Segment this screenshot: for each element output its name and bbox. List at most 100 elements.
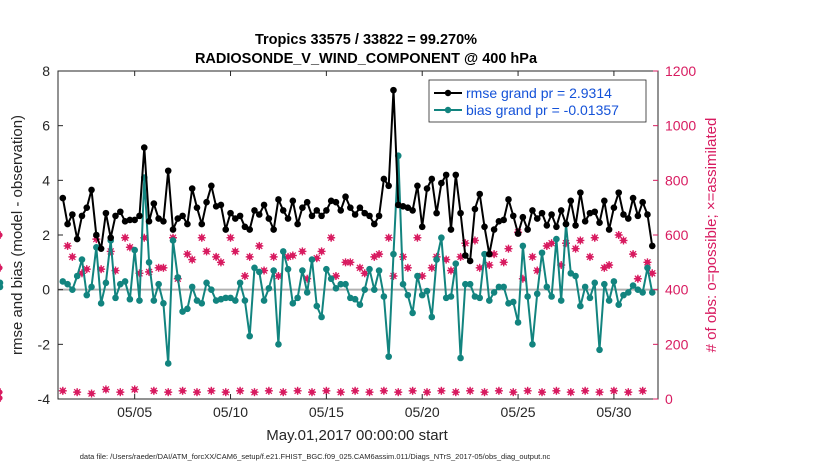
rmse-point [366, 212, 373, 220]
obs-marker-stroke [188, 256, 196, 264]
bias-point [155, 280, 162, 288]
obs-marker-stroke [591, 234, 599, 242]
data-file-footnote: data file: /Users/raeder/DAI/ATM_forcXX/… [80, 452, 551, 461]
rmse-point [284, 215, 292, 222]
bias-point [380, 293, 388, 300]
bias-point [361, 286, 369, 293]
legend-rmse-marker [444, 89, 452, 97]
rmse-point [93, 231, 100, 239]
legend: rmse grand pr = 2.9314 bias grand pr = -… [428, 79, 647, 123]
obs-count-point [566, 388, 575, 397]
obs-marker-stroke [255, 242, 263, 250]
obs-marker-stroke [121, 234, 129, 242]
obs-marker-stroke [318, 247, 326, 255]
obs-count-point [576, 236, 585, 245]
chart-title-line2: RADIOSONDE_V_WIND_COMPONENT @ 400 hPa [195, 51, 538, 67]
bias-point [509, 298, 517, 306]
bias-point [586, 294, 594, 302]
bias-point [634, 286, 642, 293]
bias-point [260, 297, 268, 304]
obs-marker-stroke [610, 387, 618, 395]
obs-marker-stroke [370, 253, 378, 261]
obs-count-point [394, 388, 403, 397]
obs-count-point [494, 386, 503, 395]
bias-point [495, 283, 503, 291]
obs-count-point [446, 266, 455, 275]
legend-rmse-label: rmse grand pr = 2.9314 [466, 85, 612, 101]
obs-marker-stroke [605, 261, 613, 269]
bias-point [246, 332, 253, 340]
bias-point [323, 265, 330, 273]
rmse-point [255, 211, 263, 218]
bias-point [605, 297, 613, 304]
obs-marker-stroke [279, 388, 287, 396]
bias-point [567, 269, 575, 277]
plot-area [58, 71, 658, 399]
bias-point [265, 285, 273, 292]
obs-marker-stroke [193, 388, 201, 396]
rmse-point [481, 223, 488, 231]
rmse-point [64, 220, 71, 228]
obs-count-point [638, 386, 647, 395]
obs-count-point [216, 258, 225, 267]
bias-point [318, 313, 325, 321]
bias-point [169, 237, 177, 244]
obs-count-point [255, 241, 264, 250]
obs-marker-stroke [241, 272, 249, 280]
obs-count-point [485, 261, 494, 270]
obs-count-point [101, 385, 110, 394]
rmse-point [294, 220, 301, 228]
obs-count-point [355, 263, 364, 272]
x-axis-label: May.01,2017 00:00:00 start [266, 427, 448, 444]
rmse-point [208, 182, 215, 190]
obs-marker-stroke [538, 388, 546, 396]
obs-count-point [461, 239, 470, 248]
y-axis-label-right: # of obs: o=possible; ×=assimilated [703, 118, 720, 353]
rmse-point [620, 211, 627, 218]
rmse-point [409, 207, 416, 214]
bias-point [629, 282, 637, 289]
obs-count-point [269, 252, 278, 261]
obs-marker-stroke [524, 387, 532, 395]
obs-count-point [250, 388, 259, 397]
obs-count-point [298, 247, 307, 256]
obs-marker-stroke [615, 231, 623, 239]
rmse-point [246, 226, 253, 233]
bias-point [375, 267, 383, 274]
rmse-point [318, 212, 325, 220]
rmse-point [299, 204, 306, 211]
legend-box [428, 79, 647, 123]
bias-point [227, 294, 234, 302]
obs-marker-stroke [576, 237, 584, 244]
x-tick-label: 05/15 [309, 404, 344, 420]
rmse-point [442, 171, 450, 179]
rmse-point [572, 222, 579, 229]
y-tick-label-right: 200 [665, 336, 689, 352]
bias-point [313, 302, 321, 310]
rmse-point [164, 167, 172, 175]
obs-marker-stroke [620, 237, 627, 244]
bias-point [581, 283, 589, 291]
x-tick-label: 05/30 [596, 404, 631, 420]
obs-count-point [63, 241, 72, 250]
obs-count-point [82, 265, 91, 274]
bias-point [117, 280, 124, 288]
obs-count-point [552, 386, 561, 395]
bias-point [648, 289, 656, 296]
bias-point [208, 286, 215, 293]
y-tick-label-right: 1200 [665, 63, 696, 79]
obs-count-point [164, 388, 173, 397]
rmse-point [356, 204, 364, 211]
bias-point [97, 300, 105, 307]
obs-marker-stroke [366, 388, 373, 396]
bias-point [188, 283, 196, 291]
rmse-point [198, 220, 206, 228]
rmse-point [303, 198, 311, 206]
rmse-point [418, 223, 426, 231]
bias-point [591, 279, 599, 287]
bias-point [557, 297, 565, 304]
rmse-point [351, 211, 359, 218]
bias-point [366, 265, 373, 273]
obs-marker-stroke [567, 388, 575, 396]
rmse-point [131, 216, 138, 224]
